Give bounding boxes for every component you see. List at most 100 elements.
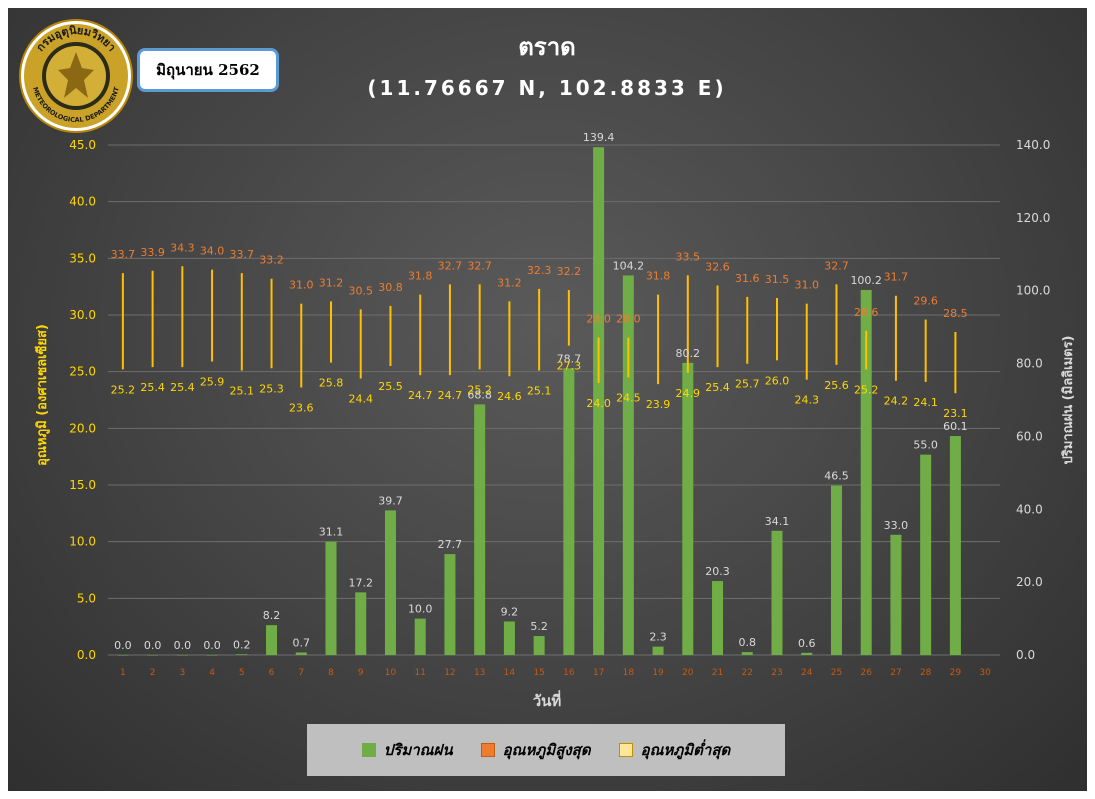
tmin-value-label: 25.1 [527,385,552,398]
rain-value-label: 31.1 [319,526,344,539]
rain-value-label: 33.0 [884,519,909,532]
tmax-value-label: 34.3 [170,241,195,254]
rain-value-label: 0.6 [798,637,816,650]
tmax-value-label: 34.0 [200,245,225,258]
chart-title: ตราด [518,33,576,61]
rain-value-label: 5.2 [530,620,548,633]
rain-value-label: 17.2 [348,576,373,589]
x-tick-label: 13 [474,668,485,678]
x-tick-label: 8 [328,668,334,678]
y-left-tick-label: 25.0 [69,365,96,379]
y-left-tick-label: 20.0 [69,421,96,435]
tmin-value-label: 25.4 [140,381,165,394]
tmin-value-label: 24.5 [616,391,641,404]
tmin-value-label: 25.9 [200,375,225,388]
legend-label-rain: ปริมาณฝน [383,741,453,759]
tmax-value-label: 28.5 [943,307,968,320]
rain-bar [801,652,813,655]
rain-bar [741,652,753,655]
y-right-tick-label: 20.0 [1016,575,1043,589]
tmin-value-label: 23.6 [289,402,314,415]
y-right-tick-label: 40.0 [1016,502,1043,516]
tmax-value-label: 33.9 [140,246,165,259]
tmax-value-label: 31.6 [735,272,760,285]
x-tick-label: 23 [771,668,782,678]
y-left-tick-label: 10.0 [69,535,96,549]
x-tick-label: 17 [593,668,604,678]
rain-bar [890,534,902,655]
x-tick-label: 11 [414,668,425,678]
meteorological-department-logo: กรมอุตุนิยมวิทยา METEOROLOGICAL DEPARTME… [18,18,134,134]
rain-value-label: 8.2 [263,609,281,622]
rain-bar [414,618,426,655]
tmin-value-label: 23.1 [943,407,968,420]
tmin-value-label: 24.6 [497,390,522,403]
rain-bar [682,362,694,655]
y-axis-left-title: อุณหภูมิ (องศาเซลเซียส) [34,324,50,466]
rain-value-label: 10.0 [408,603,433,616]
tmax-value-label: 32.7 [824,259,849,272]
rain-value-label: 80.2 [676,347,701,360]
legend-label-tmax: อุณหภูมิสูงสุด [502,741,591,759]
rain-value-label: 55.0 [913,439,938,452]
tmin-value-label: 23.9 [646,398,671,411]
gridlines [108,144,1000,656]
x-tick-label: 15 [533,668,544,678]
rain-bar [176,655,188,656]
y-right-tick-label: 0.0 [1016,648,1035,662]
rain-value-label: 2.3 [649,631,667,644]
y-left-tick-label: 15.0 [69,478,96,492]
legend-item-rain: ปริมาณฝน [361,738,453,762]
rain-value-label: 60.1 [943,420,968,433]
tmax-value-label: 31.0 [289,279,314,292]
month-label-text: มิถุนายน 2562 [156,61,260,79]
tmin-value-label: 24.7 [408,389,433,402]
tmax-value-label: 31.0 [794,279,819,292]
x-axis-title: วันที่ [533,690,562,710]
tmin-value-label: 25.4 [705,381,730,394]
rain-bar [295,652,307,655]
y-right-tick-label: 140.0 [1016,138,1050,152]
temperature-range-lines [121,266,957,394]
rain-bar [830,485,842,655]
x-tick-label: 1 [120,668,126,678]
x-tick-label: 5 [239,668,245,678]
tmin-value-label: 25.1 [230,385,255,398]
x-tick-label: 22 [742,668,753,678]
y-left-tick-label: 35.0 [69,251,96,265]
tmax-value-label: 31.2 [319,276,344,289]
month-label: มิถุนายน 2562 [137,48,279,92]
tmax-value-label: 32.7 [438,259,463,272]
rain-bar [920,454,932,655]
tmax-value-label: 28.0 [616,313,641,326]
x-tick-label: 20 [682,668,694,678]
rain-value-label: 78.7 [557,352,582,365]
tmin-value-label: 24.7 [438,389,463,402]
x-tick-label: 26 [860,668,872,678]
rain-value-label: 100.2 [850,274,882,287]
rain-value-label: 0.0 [203,639,221,652]
rain-value-label: 0.0 [114,639,132,652]
y-left-tick-label: 40.0 [69,195,96,209]
rain-bar [712,581,724,655]
y-right-tick-label: 60.0 [1016,429,1043,443]
tmax-value-label: 31.5 [765,273,790,286]
x-tick-label: 28 [920,668,932,678]
tmax-value-label: 33.2 [259,254,284,267]
tmax-value-label: 28.6 [854,306,879,319]
rain-value-label: 39.7 [378,494,403,507]
legend-swatch-tmin [618,743,633,757]
rain-value-label: 0.8 [739,636,757,649]
tmin-value-label: 25.6 [824,379,849,392]
rain-value-label: 0.7 [293,636,311,649]
y-left-tick-label: 30.0 [69,308,96,322]
rain-bar [563,368,575,655]
tmax-value-label: 30.8 [378,281,403,294]
tmin-value-label: 25.2 [854,383,879,396]
rain-value-label: 9.2 [501,605,519,618]
x-tick-label: 6 [269,668,275,678]
x-tick-label: 19 [652,668,664,678]
tmax-value-label: 33.7 [230,248,255,261]
tmax-value-label: 32.2 [557,265,582,278]
